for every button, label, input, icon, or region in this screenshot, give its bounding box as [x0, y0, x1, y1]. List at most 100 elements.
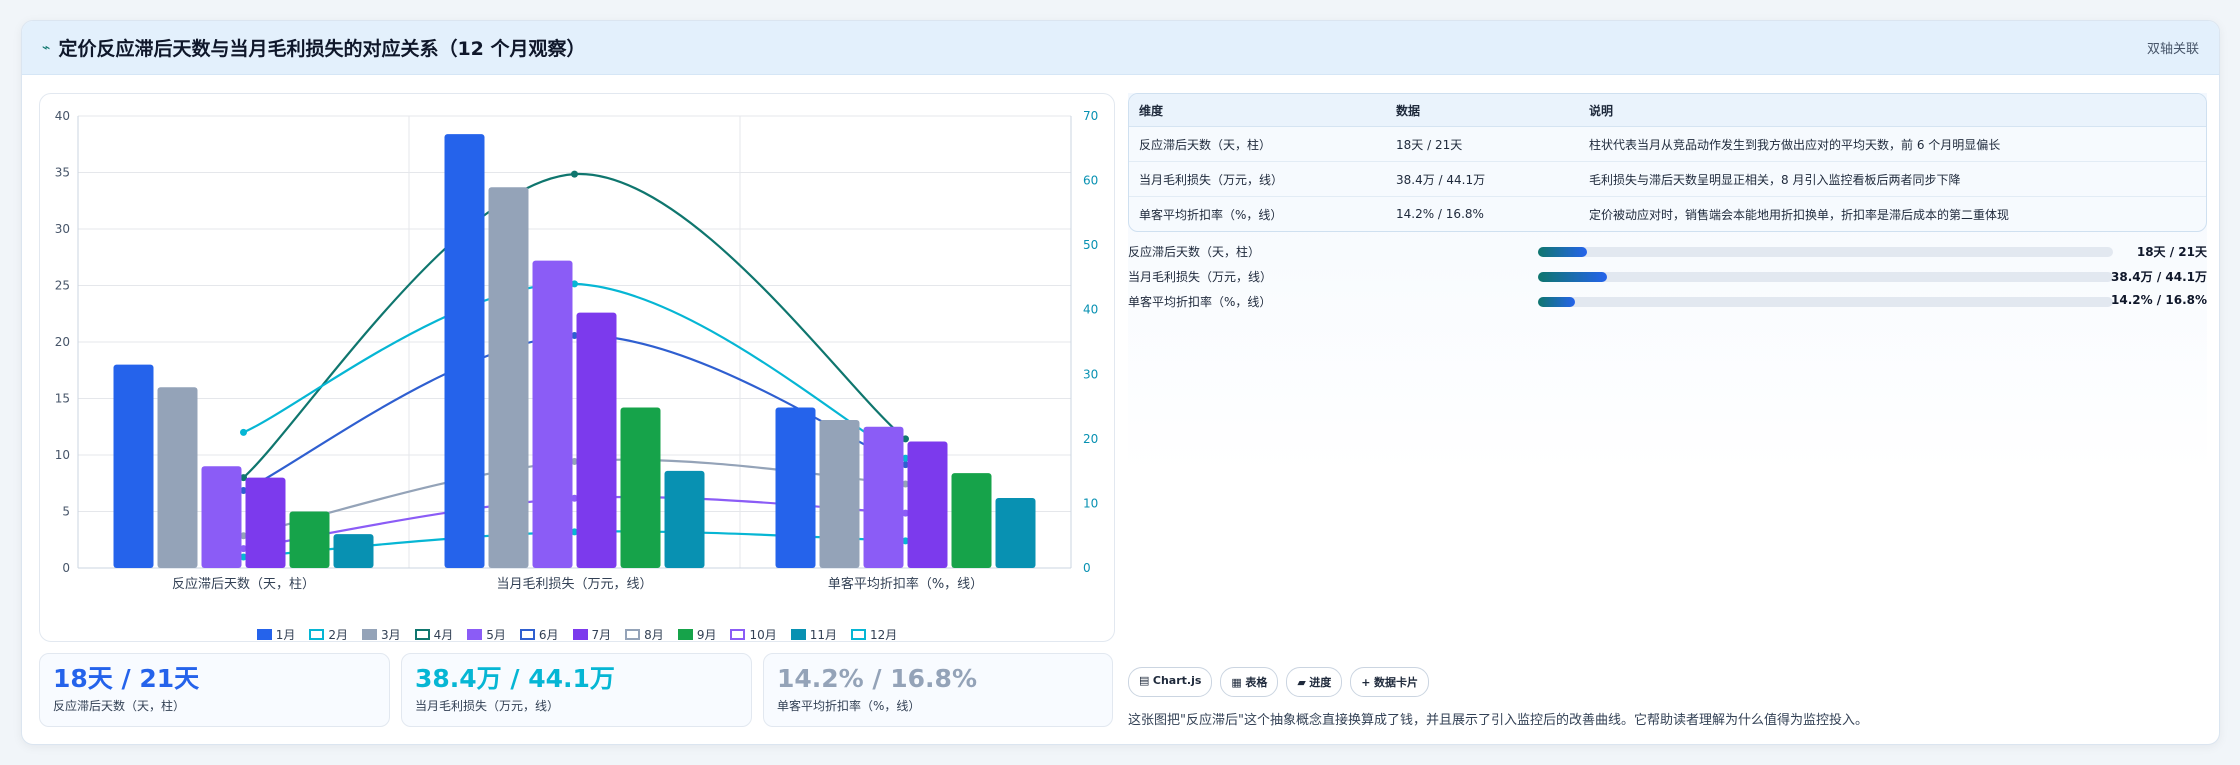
info-table: 维度 数据 说明 反应滞后天数（天，柱） 18天 / 21天 柱状代表当月从竞品… — [1128, 93, 2207, 232]
legend-swatch — [467, 629, 483, 640]
y-left-tick-label: 10 — [55, 448, 70, 462]
legend-item[interactable]: 9月 — [677, 626, 717, 643]
legend-label: 7月 — [591, 628, 612, 642]
legend-label: 9月 — [696, 628, 717, 642]
legend-label: 12月 — [870, 628, 898, 642]
bar-7月 — [245, 477, 286, 568]
legend-item[interactable]: 2月 — [309, 626, 348, 643]
progress-label: 反应滞后天数（天，柱） — [1128, 245, 1261, 259]
legend-label: 11月 — [809, 628, 838, 642]
y-right-tick-label: 20 — [1083, 432, 1098, 446]
y-right-tick-label: 60 — [1083, 174, 1098, 188]
bar-1月 — [775, 407, 816, 568]
line-point — [902, 509, 909, 517]
tag-progress[interactable]: ▰ 进度 — [1286, 667, 1343, 697]
progress-track — [1538, 272, 2113, 282]
line-point — [571, 332, 578, 340]
bar-7月 — [907, 441, 948, 568]
legend-item[interactable]: 8月 — [625, 626, 664, 643]
progress-value: 18天 / 21天 — [2136, 245, 2207, 259]
legend-item[interactable]: 12月 — [851, 626, 897, 643]
line-point — [571, 170, 578, 178]
stat-value: 18天 / 21天 — [53, 664, 200, 693]
legend-label: 8月 — [644, 628, 664, 642]
line-point — [240, 487, 247, 495]
y-left-tick-label: 35 — [55, 166, 70, 180]
y-left-tick-label: 20 — [55, 335, 70, 349]
bar-9月 — [289, 511, 330, 568]
legend-swatch — [625, 629, 641, 640]
progress-fill — [1538, 297, 1576, 307]
progress-track — [1538, 297, 2113, 307]
legend-label: 1月 — [275, 628, 296, 642]
table-cell: 定价被动应对时，销售端会本能地用折扣换单，折扣率是滞后成本的第二重体现 — [1589, 207, 2010, 222]
legend-swatch — [572, 629, 588, 640]
legend-item[interactable]: 1月 — [256, 626, 296, 643]
legend-item[interactable]: 3月 — [361, 626, 401, 643]
y-left-tick-label: 25 — [55, 279, 70, 293]
line-point — [902, 537, 909, 545]
legend-label: 6月 — [538, 628, 559, 642]
table-cell: 当月毛利损失（万元，线） — [1129, 162, 1386, 197]
main-card: ⌁ 定价反应滞后天数与当月毛利损失的对应关系（12 个月观察） 双轴关联 0 5 1… — [21, 20, 2220, 745]
stat-card-loss: 38.4万 / 44.1万 当月毛利损失（万元，线） — [401, 653, 752, 727]
y-left-tick-label: 5 — [62, 505, 70, 519]
line-point — [571, 457, 578, 465]
stat-label: 反应滞后天数（天，柱） — [53, 699, 186, 713]
bar-11月 — [995, 497, 1036, 568]
table-cell: 毛利损失与滞后天数呈明显正相关，8 月引入监控看板后两者同步下降 — [1579, 162, 2206, 197]
tag-label: 数据卡片 — [1374, 676, 1419, 689]
bar-5月 — [863, 426, 904, 568]
tag-table[interactable]: ▦ 表格 — [1220, 667, 1279, 697]
tag-data-card[interactable]: + 数据卡片 — [1350, 667, 1430, 697]
legend-swatch — [519, 629, 535, 640]
bar-9月 — [620, 407, 661, 568]
line-point — [240, 545, 247, 553]
legend-swatch — [256, 629, 272, 640]
legend-item[interactable]: 5月 — [467, 626, 506, 643]
page-title: 定价反应滞后天数与当月毛利损失的对应关系（12 个月观察） — [58, 38, 586, 60]
legend-item[interactable]: 11月 — [790, 626, 838, 643]
bar-7月 — [576, 312, 617, 568]
table-row: 单客平均折扣率（%，线） 14.2% / 16.8% 定价被动应对时，销售端会本… — [1129, 197, 2206, 231]
y-right-tick-label: 0 — [1083, 561, 1091, 575]
card-header: ⌁ 定价反应滞后天数与当月毛利损失的对应关系（12 个月观察） 双轴关联 — [22, 21, 2219, 75]
line-point — [571, 280, 578, 288]
progress-icon: ▰ — [1297, 676, 1306, 689]
legend-label: 5月 — [486, 628, 506, 642]
progress-fill — [1538, 272, 1607, 282]
y-right-tick-label: 10 — [1083, 496, 1098, 510]
tag-chartjs[interactable]: ▤ Chart.js — [1128, 667, 1213, 697]
bar-3月 — [157, 387, 198, 568]
line-point — [571, 494, 578, 502]
legend-item[interactable]: 7月 — [572, 626, 612, 643]
legend-item[interactable]: 10月 — [730, 626, 777, 643]
legend-item[interactable]: 4月 — [414, 626, 453, 643]
line-point — [902, 435, 909, 443]
line-point — [240, 428, 247, 436]
column-header: 说明 — [1579, 94, 2206, 127]
bar-9月 — [951, 473, 992, 568]
progress-label: 单客平均折扣率（%，线） — [1128, 295, 1272, 309]
table-cell: 单客平均折扣率（%，线） — [1139, 207, 1283, 222]
progress-row: 当月毛利损失（万元，线） 38.4万 / 44.1万 — [1128, 265, 2207, 285]
legend-swatch — [790, 629, 806, 640]
table-cell: 14.2% / 16.8% — [1396, 207, 1484, 221]
table-cell: 18天 / 21天 — [1386, 127, 1579, 162]
progress-fill — [1538, 247, 1588, 257]
table-row: 反应滞后天数（天，柱） 18天 / 21天 柱状代表当月从竞品动作发生到我方做出… — [1129, 127, 2206, 162]
tag-label: Chart.js — [1152, 674, 1202, 687]
table-cell: 38.4万 / 44.1万 — [1386, 162, 1579, 197]
stat-value: 38.4万 / 44.1万 — [415, 664, 615, 693]
trend-line-icon: ⌁ — [42, 39, 51, 56]
legend-swatch — [309, 629, 325, 640]
legend-item[interactable]: 6月 — [519, 626, 559, 643]
chart-description: 这张图把"反应滞后"这个抽象概念直接换算成了钱，并且展示了引入监控后的改善曲线。… — [1128, 713, 1868, 728]
bar-11月 — [664, 470, 705, 568]
bar-3月 — [488, 187, 529, 568]
progress-label: 当月毛利损失（万元，线） — [1128, 270, 1273, 284]
stat-card-lag: 18天 / 21天 反应滞后天数（天，柱） — [39, 653, 390, 727]
line-point — [902, 454, 909, 462]
line-point — [902, 461, 909, 469]
table-cell: 柱状代表当月从竞品动作发生到我方做出应对的平均天数，前 6 个月明显偏长 — [1579, 127, 2206, 162]
